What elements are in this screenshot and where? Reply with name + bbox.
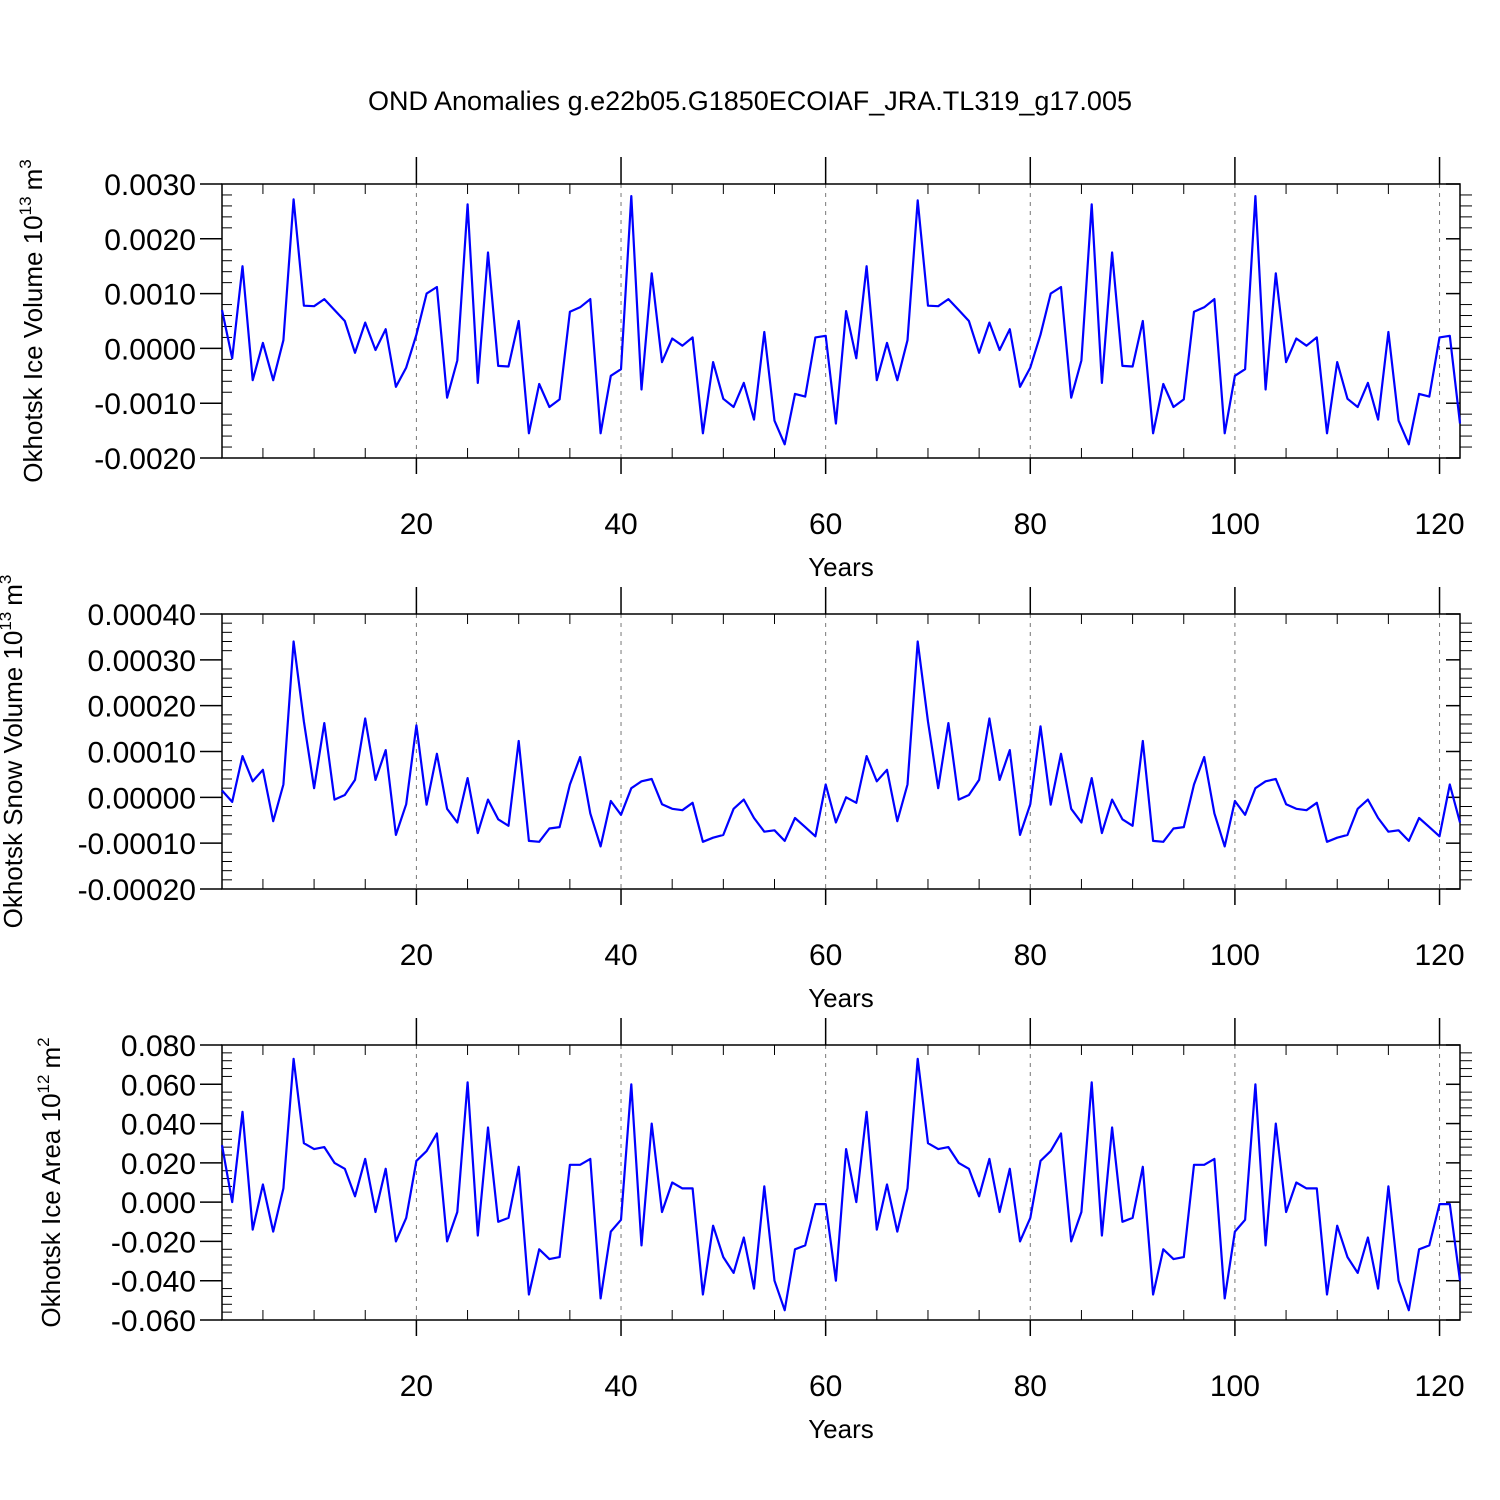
y-tick-label: 0.0000 [104,333,196,366]
y-tick-label: -0.0020 [94,443,196,476]
y-tick-label: -0.060 [111,1305,196,1338]
x-tick-label: 100 [1210,1370,1260,1403]
y-tick-label: 0.080 [121,1030,196,1063]
y-tick-label: 0.0010 [104,279,196,312]
panel-1: 20 40 60 80 100 120 0.0030 0.0020 0.0010 0.0000 -0… [16,157,1472,582]
y-label-unit: m [36,1047,66,1069]
y-tick-label: 0.040 [121,1109,196,1142]
x-tick-label: 20 [400,1370,433,1403]
y-tick-label: 0.00040 [88,599,196,632]
y-axis-label: Okhotsk Ice Area 1012 m2 [34,1037,66,1327]
x-tick-label: 40 [604,939,637,972]
y-tick-label: 0.00000 [88,782,196,815]
x-tick-label: 40 [604,508,637,541]
x-tick-label: 120 [1415,939,1465,972]
x-tick-label: 100 [1210,508,1260,541]
series-line [221,640,1462,848]
y-tick-label: -0.00020 [78,874,196,907]
x-axis-label: Years [808,1414,874,1444]
x-tick-label: 80 [1014,939,1047,972]
y-tick-label: 0.00010 [88,737,196,770]
x-tick-label: 60 [809,508,842,541]
panel-2: 20 40 60 80 100 120 0.00040 0.00030 0.00020 0.000… [0,575,1472,1013]
y-tick-label: -0.020 [111,1226,196,1259]
x-tick-label: 80 [1014,508,1047,541]
plot-frame [221,613,1461,890]
y-label-unit: m [18,169,48,191]
series-line [220,195,1462,446]
y-label-unit: m [0,584,28,606]
x-tick-label: 80 [1014,1370,1047,1403]
y-label-exponent: 13 [16,196,35,215]
y-tick-label: -0.040 [111,1266,196,1299]
y-tick-label: 0.060 [121,1069,196,1102]
y-label-exponent: 12 [34,1075,53,1094]
y-tick-label: 0.00030 [88,645,196,678]
x-tick-label: 120 [1415,1370,1465,1403]
x-tick-label: 60 [809,1370,842,1403]
x-tick-label: 120 [1415,508,1465,541]
x-tick-label: 20 [400,508,433,541]
plot-frame [221,1044,1461,1321]
x-tick-label: 100 [1210,939,1260,972]
y-label-unit-exponent: 2 [34,1037,53,1046]
y-label-base: Okhotsk Ice Volume 10 [18,215,48,482]
series-line [220,1057,1462,1312]
panel-3: 20 40 60 80 100 120 0.080 0.060 0.040 0.020 0.000 -… [34,1018,1472,1444]
y-tick-label: 0.020 [121,1148,196,1181]
y-label-unit-exponent: 3 [0,575,15,584]
y-label-base: Okhotsk Snow Volume 10 [0,631,28,929]
y-label-unit-exponent: 3 [16,159,35,168]
y-axis-label: Okhotsk Snow Volume 1013 m3 [0,575,28,929]
y-label-exponent: 13 [0,612,15,631]
y-tick-label: 0.00020 [88,691,196,724]
x-tick-label: 40 [604,1370,637,1403]
panels: 20 40 60 80 100 120 0.0030 0.0020 0.0010 0.0000 -0… [0,157,1472,1444]
x-tick-label: 20 [400,939,433,972]
y-tick-label: 0.0020 [104,224,196,257]
chart-title: OND Anomalies g.e22b05.G1850ECOIAF_JRA.T… [368,86,1132,116]
y-tick-label: -0.0010 [94,388,196,421]
y-tick-label: 0.000 [121,1187,196,1220]
y-tick-label: 0.0030 [104,169,196,202]
y-axis-label: Okhotsk Ice Volume 1013 m3 [16,159,48,482]
y-label-base: Okhotsk Ice Area 10 [36,1093,66,1327]
x-axis-label: Years [808,552,874,582]
y-tick-label: -0.00010 [78,828,196,861]
plot-frame [221,183,1461,459]
x-axis-label: Years [808,983,874,1013]
x-tick-label: 60 [809,939,842,972]
